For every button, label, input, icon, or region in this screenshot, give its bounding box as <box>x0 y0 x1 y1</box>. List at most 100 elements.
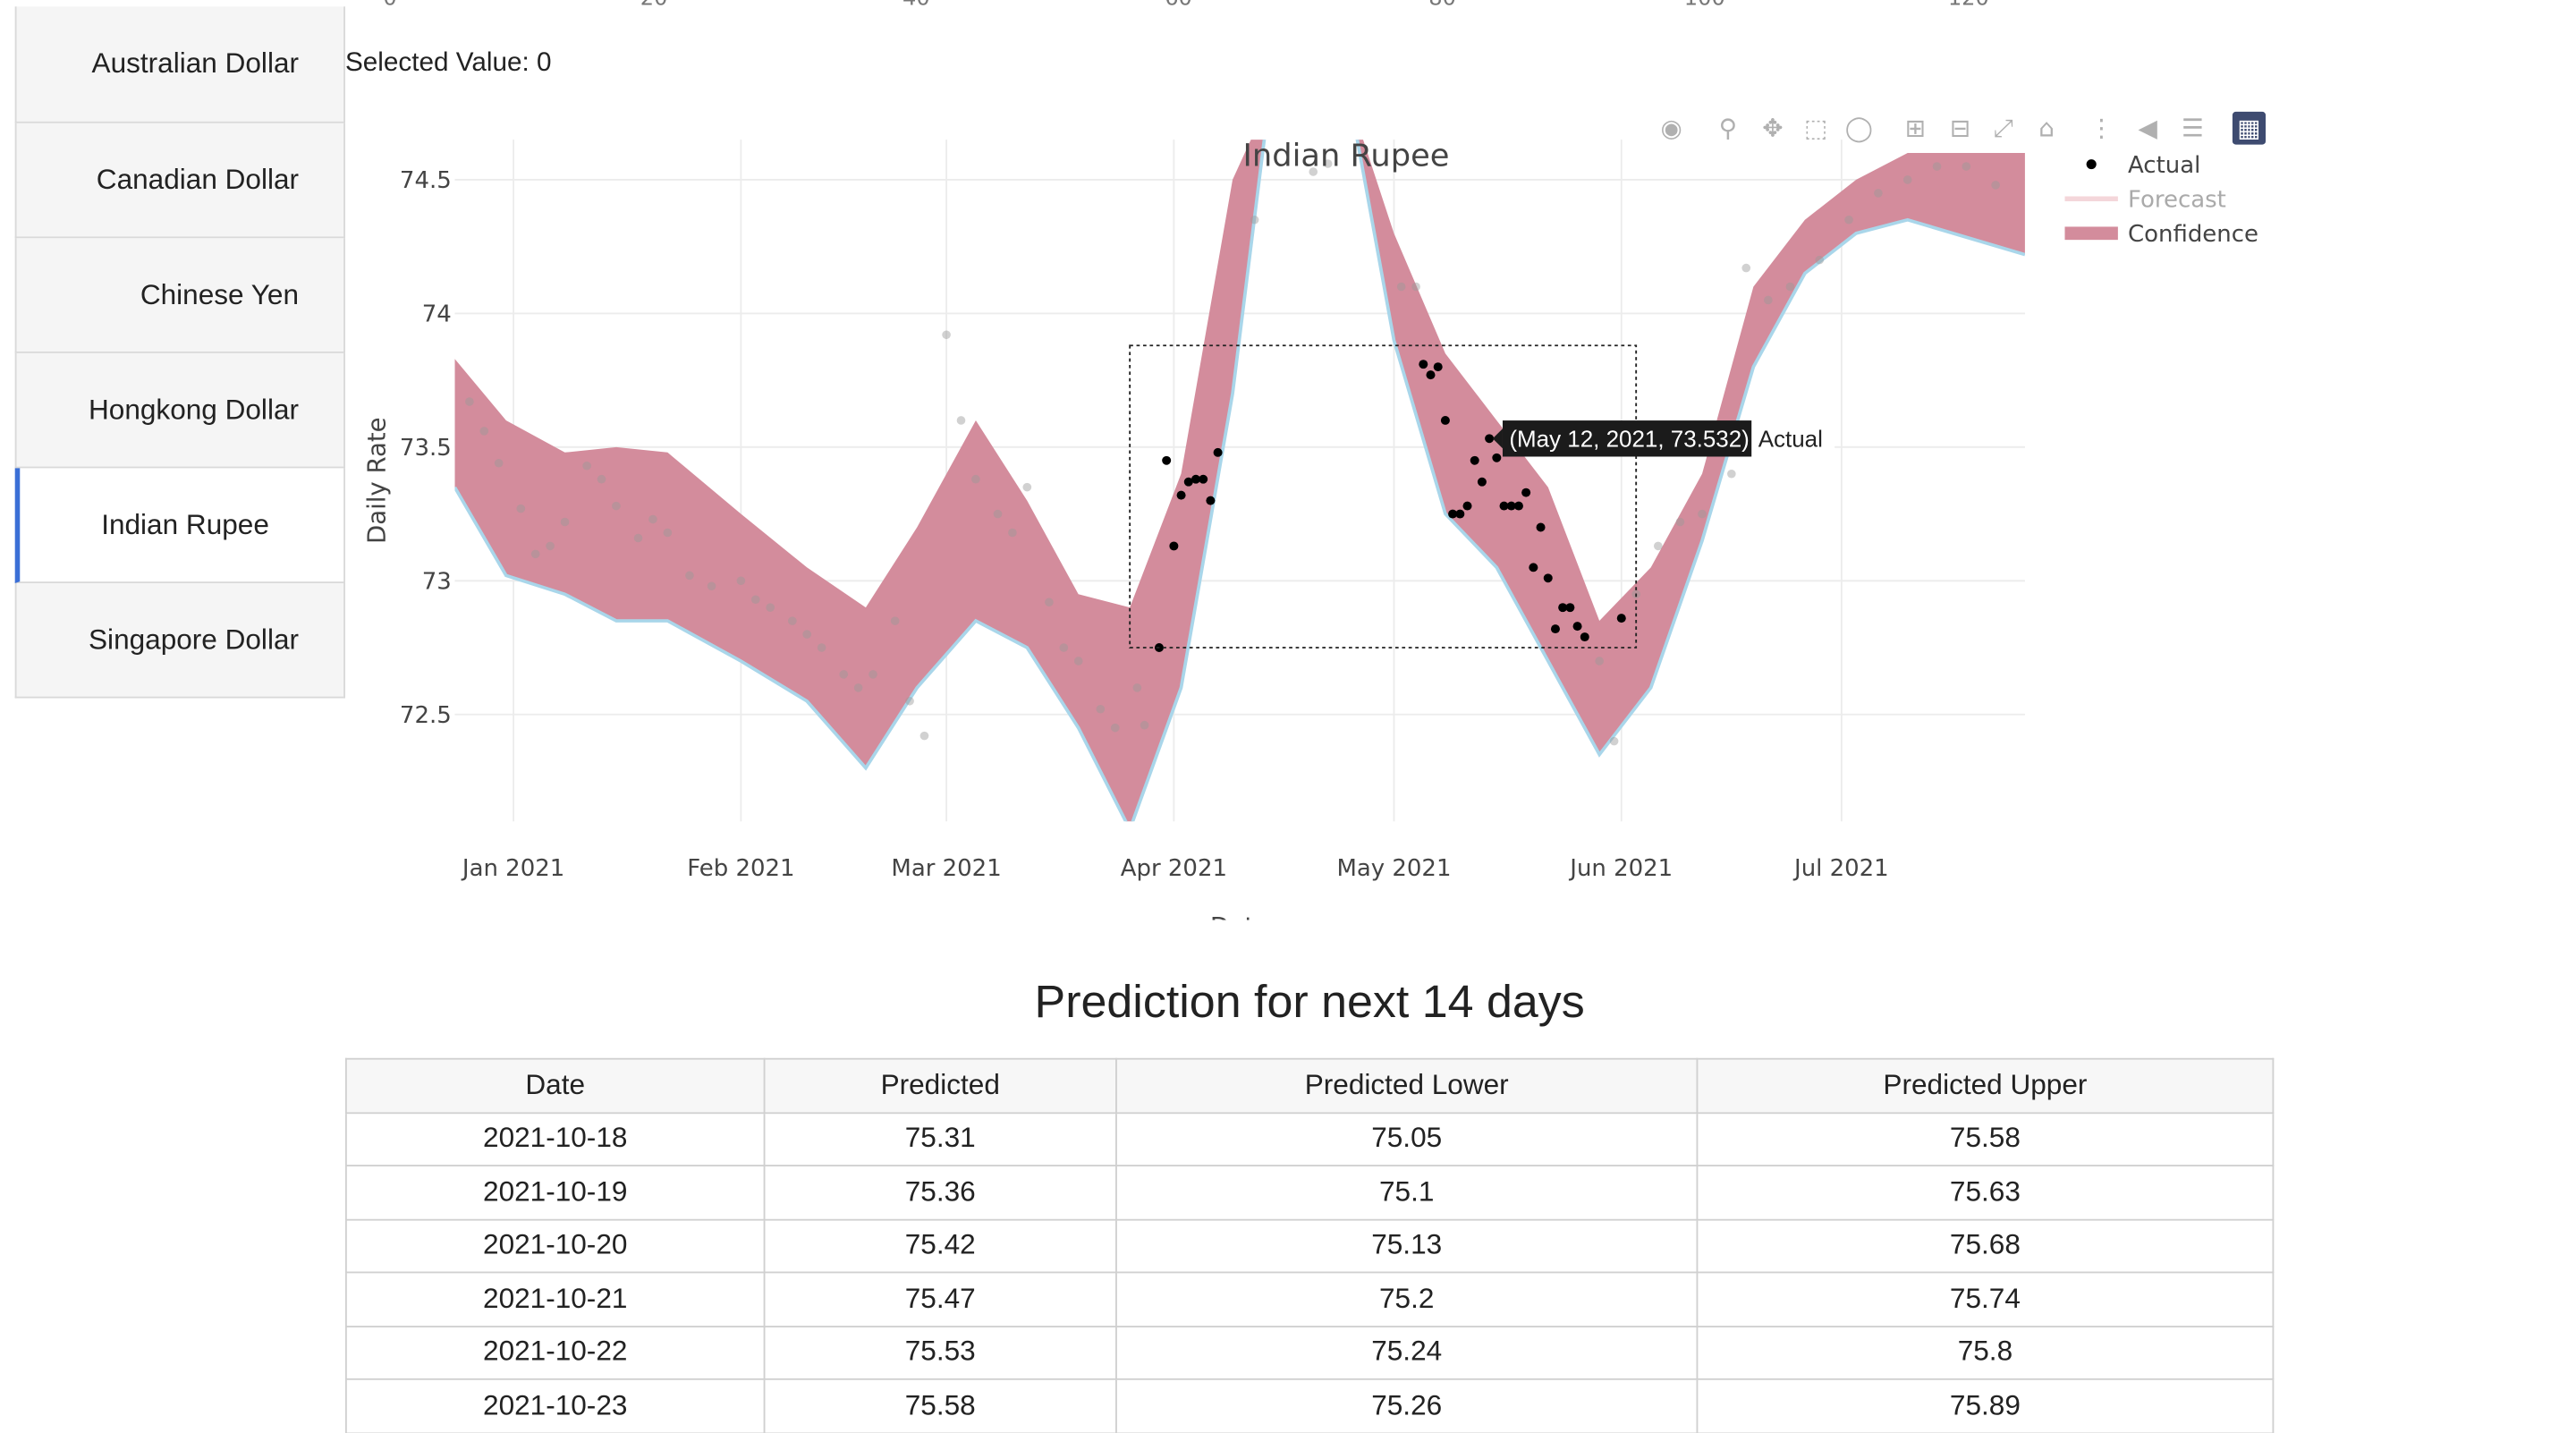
actual-point <box>1485 434 1495 444</box>
actual-point-dimmed <box>905 697 914 706</box>
previous-x-tick: 120 <box>1948 0 1989 12</box>
pan-icon[interactable]: ✥ <box>1762 113 1784 143</box>
table-cell: 75.24 <box>1115 1325 1699 1380</box>
table-cell: 2021-10-22 <box>344 1325 766 1380</box>
legend-item-confidence[interactable]: Confidence <box>2064 221 2258 248</box>
actual-point-dimmed <box>1110 723 1120 733</box>
actual-point <box>1543 573 1553 583</box>
legend-item-forecast[interactable]: Forecast <box>2064 187 2226 214</box>
actual-point-dimmed <box>1653 541 1663 551</box>
previous-x-tick: 40 <box>902 0 930 12</box>
actual-point-dimmed <box>993 509 1003 519</box>
indian-rupee-chart[interactable]: 72.5 73 73.5 74 74.5 Jan 2021 Feb 2021 Mar 2021… <box>345 98 2274 920</box>
actual-point-dimmed <box>1932 162 1942 171</box>
lasso-icon[interactable]: ◯ <box>1844 113 1873 143</box>
actual-point-dimmed <box>582 461 591 471</box>
x-tick-label: Jan 2021 <box>461 855 564 882</box>
actual-point-dimmed <box>1815 255 1825 265</box>
x-axis-title: Date <box>1210 912 1270 920</box>
actual-point-dimmed <box>1726 469 1736 479</box>
actual-point <box>1616 614 1626 623</box>
actual-point <box>1440 415 1450 425</box>
previous-x-tick: 60 <box>1165 0 1192 12</box>
x-tick-label: Jun 2021 <box>1568 855 1673 882</box>
actual-point <box>1565 603 1575 613</box>
zoom-in-icon[interactable]: ⊞ <box>1904 113 1927 143</box>
hover-closest-icon[interactable]: ◀ <box>2138 113 2157 143</box>
y-axis-title: Daily Rate <box>361 417 391 544</box>
table-cell: 75.68 <box>1696 1217 2275 1274</box>
table-cell: 75.42 <box>763 1217 1117 1274</box>
sidebar-item-singapore-dollar[interactable]: Singapore Dollar <box>14 582 345 699</box>
column-header: Predicted Lower <box>1115 1057 1699 1114</box>
actual-point-dimmed <box>1962 162 1971 171</box>
actual-point-dimmed <box>530 549 540 559</box>
actual-point-dimmed <box>942 330 951 340</box>
spike-lines-icon[interactable]: ⋮ <box>2089 113 2114 143</box>
actual-point <box>1213 447 1223 457</box>
confidence-lower-edge <box>454 140 2025 822</box>
table-cell: 75.74 <box>1696 1271 2275 1327</box>
x-tick-label: Apr 2021 <box>1121 855 1227 882</box>
actual-point-dimmed <box>956 416 966 425</box>
actual-point <box>1470 455 1479 465</box>
previous-x-tick: 80 <box>1428 0 1456 12</box>
hover-compare-icon[interactable]: ☰ <box>2181 113 2204 143</box>
actual-point-dimmed <box>633 533 643 543</box>
actual-point <box>1492 453 1502 462</box>
sidebar-item-australian-dollar[interactable]: Australian Dollar <box>14 6 345 123</box>
actual-point-dimmed <box>1411 282 1420 292</box>
currency-sidebar: Australian Dollar Canadian Dollar Chines… <box>14 6 345 699</box>
hover-tooltip: (May 12, 2021, 73.532) Actual <box>1492 420 1835 457</box>
table-cell: 75.36 <box>763 1165 1117 1220</box>
table-cell: 2021-10-19 <box>344 1165 766 1220</box>
column-header: Predicted <box>763 1057 1117 1114</box>
table-cell: 75.53 <box>763 1325 1117 1380</box>
table-cell: 75.47 <box>763 1271 1117 1327</box>
actual-point <box>1419 360 1428 369</box>
actual-point-dimmed <box>479 427 489 436</box>
sidebar-item-indian-rupee[interactable]: Indian Rupee <box>14 468 345 583</box>
actual-point-dimmed <box>802 630 812 639</box>
actual-point <box>1426 370 1436 380</box>
actual-point-dimmed <box>736 576 746 586</box>
actual-point-dimmed <box>1741 263 1751 273</box>
legend-item-actual[interactable]: Actual <box>2086 152 2201 179</box>
actual-point <box>1169 541 1179 551</box>
actual-point <box>1536 522 1546 532</box>
actual-point <box>1455 509 1465 519</box>
box-select-icon[interactable]: ⬚ <box>1803 113 1828 143</box>
x-tick-label: Mar 2021 <box>891 855 1001 882</box>
table-row: 2021-10-18 75.31 75.05 75.58 <box>344 1111 2275 1166</box>
autoscale-icon[interactable]: ⤢ <box>1993 113 2013 143</box>
actual-point <box>1558 603 1568 613</box>
actual-point-dimmed <box>890 616 900 625</box>
table-cell: 2021-10-18 <box>344 1111 766 1166</box>
previous-x-tick: 0 <box>383 0 396 12</box>
sidebar-item-canadian-dollar[interactable]: Canadian Dollar <box>14 123 345 239</box>
hover-pointer <box>1492 428 1503 449</box>
actual-point-dimmed <box>465 397 474 406</box>
actual-point <box>1176 490 1186 500</box>
actual-point-dimmed <box>597 474 606 484</box>
column-header: Predicted Upper <box>1696 1057 2275 1114</box>
zoom-icon[interactable]: ⚲ <box>1718 113 1737 143</box>
actual-point-dimmed <box>853 683 863 692</box>
table-row: 2021-10-22 75.53 75.24 75.8 <box>344 1325 2275 1380</box>
table-header-row: Date Predicted Predicted Lower Predicted… <box>344 1057 2275 1114</box>
table-cell: 75.8 <box>1696 1325 2275 1380</box>
zoom-out-icon[interactable]: ⊟ <box>1949 113 1971 143</box>
actual-point-dimmed <box>516 504 526 513</box>
reset-axes-icon[interactable]: ⌂ <box>2038 113 2055 143</box>
actual-point-dimmed <box>1902 175 1912 184</box>
legend-label: Confidence <box>2128 221 2258 248</box>
actual-point-dimmed <box>1140 720 1149 730</box>
actual-point-dimmed <box>839 670 849 679</box>
actual-point-dimmed <box>1096 704 1106 714</box>
x-tick-label: May 2021 <box>1336 855 1451 882</box>
sidebar-item-chinese-yen[interactable]: Chinese Yen <box>14 238 345 353</box>
actual-point-dimmed <box>494 459 504 468</box>
plotly-logo-icon[interactable]: ▦ <box>2232 111 2267 145</box>
sidebar-item-hongkong-dollar[interactable]: Hongkong Dollar <box>14 352 345 469</box>
camera-icon[interactable]: ◉ <box>1660 113 1682 143</box>
